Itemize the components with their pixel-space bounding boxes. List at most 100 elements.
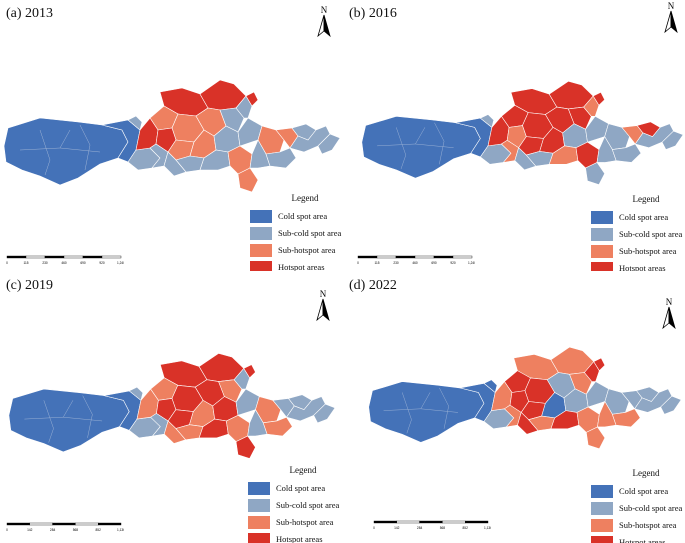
map-region <box>3 117 129 186</box>
legend-title: Legend <box>289 465 317 475</box>
map-region <box>368 381 485 443</box>
map-region <box>583 95 600 117</box>
scale-bar: 0 142 284 568 852 1,136 <box>371 519 491 533</box>
scale-tick-label: 1,240 <box>468 261 475 265</box>
legend-swatch <box>250 226 272 240</box>
map-region <box>611 143 642 163</box>
legend-item-cold: Cold spot area <box>591 483 685 499</box>
region-boundary <box>43 400 54 443</box>
map-region <box>245 91 259 107</box>
scale-segment <box>97 522 122 526</box>
north-label: N <box>320 289 327 299</box>
scale-bar: 0 142 284 568 852 1,136 <box>4 521 124 535</box>
scale-tick-label: 920 <box>99 261 105 265</box>
scale-segment <box>25 255 46 259</box>
scale-segment <box>396 520 420 524</box>
legend-swatch <box>591 244 613 258</box>
region-boundary <box>24 416 103 422</box>
map-panel-2022: (d) 2022 N Legend Cold spot area Sub-col… <box>343 272 685 543</box>
legend-item-hot: Hotspot areas <box>591 534 685 543</box>
map-region <box>233 367 250 390</box>
map-region <box>127 115 143 131</box>
scale-tick-label: 0 <box>357 261 359 265</box>
map-region <box>479 114 495 128</box>
map-regions <box>361 80 684 185</box>
map-panel-2013: (a) 2013 N Legend Cold spot area Sub-col… <box>0 0 342 271</box>
legend-item-cold: Cold spot area <box>591 209 685 225</box>
region-boundary <box>82 395 93 438</box>
legend-swatch <box>248 532 270 543</box>
scale-tick-label: 1,240 <box>117 261 124 265</box>
legend-label: Sub-cold spot area <box>619 229 683 239</box>
map-region <box>163 420 187 444</box>
legend-label: Sub-hotspot area <box>276 517 334 527</box>
scale-segment <box>101 255 122 259</box>
map-region <box>243 364 256 379</box>
map-region <box>611 408 641 428</box>
north-arrow-icon: N <box>662 0 680 34</box>
region-boundary <box>396 127 407 169</box>
legend-item-sub-cold: Sub-cold spot area <box>591 500 685 516</box>
map-region <box>8 388 130 453</box>
legend-label: Sub-cold spot area <box>619 503 683 513</box>
legend-label: Sub-hotspot area <box>619 520 677 530</box>
scale-segment <box>442 520 466 524</box>
scale-segment <box>452 255 473 259</box>
legend: Legend Cold spot area Sub-cold spot area… <box>591 468 685 543</box>
scale-segment <box>82 255 103 259</box>
region-boundary <box>415 127 426 145</box>
legend-label: Sub-hotspot area <box>278 245 336 255</box>
map-region <box>593 357 606 372</box>
scale-tick-label: 690 <box>80 261 86 265</box>
scale-segment <box>44 255 65 259</box>
legend-label: Cold spot area <box>619 486 669 496</box>
legend-swatch <box>591 210 613 224</box>
legend-label: Hotspot areas <box>278 262 325 271</box>
north-arrow-icon: N <box>314 288 332 322</box>
scale-segment <box>395 255 416 259</box>
legend-label: Hotspot areas <box>276 534 323 543</box>
scale-tick-label: 284 <box>417 526 423 530</box>
legend-swatch <box>591 518 613 532</box>
legend-swatch <box>591 501 613 515</box>
region-boundary <box>79 124 91 171</box>
legend-swatch <box>591 261 613 271</box>
legend-item-sub-cold: Sub-cold spot area <box>591 226 685 242</box>
legend-title: Legend <box>632 194 660 204</box>
scale-tick-label: 230 <box>393 261 399 265</box>
map-region <box>237 167 259 193</box>
legend-item-cold: Cold spot area <box>250 208 342 224</box>
scale-segment <box>6 255 27 259</box>
legend-label: Cold spot area <box>276 483 326 493</box>
map-region <box>265 147 297 169</box>
scale-segment <box>29 522 53 526</box>
scale-segment <box>414 255 435 259</box>
map-region <box>661 130 684 150</box>
legend-title: Legend <box>291 193 319 203</box>
scale-segment <box>75 522 99 526</box>
region-map <box>3 79 341 193</box>
scale-tick-label: 460 <box>412 261 418 265</box>
region-boundary <box>420 392 431 409</box>
legend-swatch <box>248 481 270 495</box>
legend-swatch <box>591 484 613 498</box>
panel-title: (c) 2019 <box>6 278 54 293</box>
region-boundary <box>434 122 445 165</box>
map-region <box>585 162 606 185</box>
scale-segment <box>419 520 443 524</box>
map-region <box>235 95 253 119</box>
scale-segment <box>63 255 84 259</box>
map-region <box>262 416 293 437</box>
map-region <box>592 91 606 106</box>
legend-label: Hotspot areas <box>619 263 666 271</box>
map-region <box>584 361 600 382</box>
map-region <box>128 386 144 401</box>
scale-tick-label: 284 <box>50 528 56 532</box>
scale-tick-label: 852 <box>463 526 469 530</box>
panel-title: (d) 2022 <box>349 278 397 293</box>
region-map <box>361 80 684 185</box>
map-region <box>317 133 341 155</box>
legend-item-sub-hot: Sub-hotspot area <box>248 514 342 530</box>
panel-title: (b) 2016 <box>349 6 397 21</box>
region-boundary <box>63 400 74 418</box>
